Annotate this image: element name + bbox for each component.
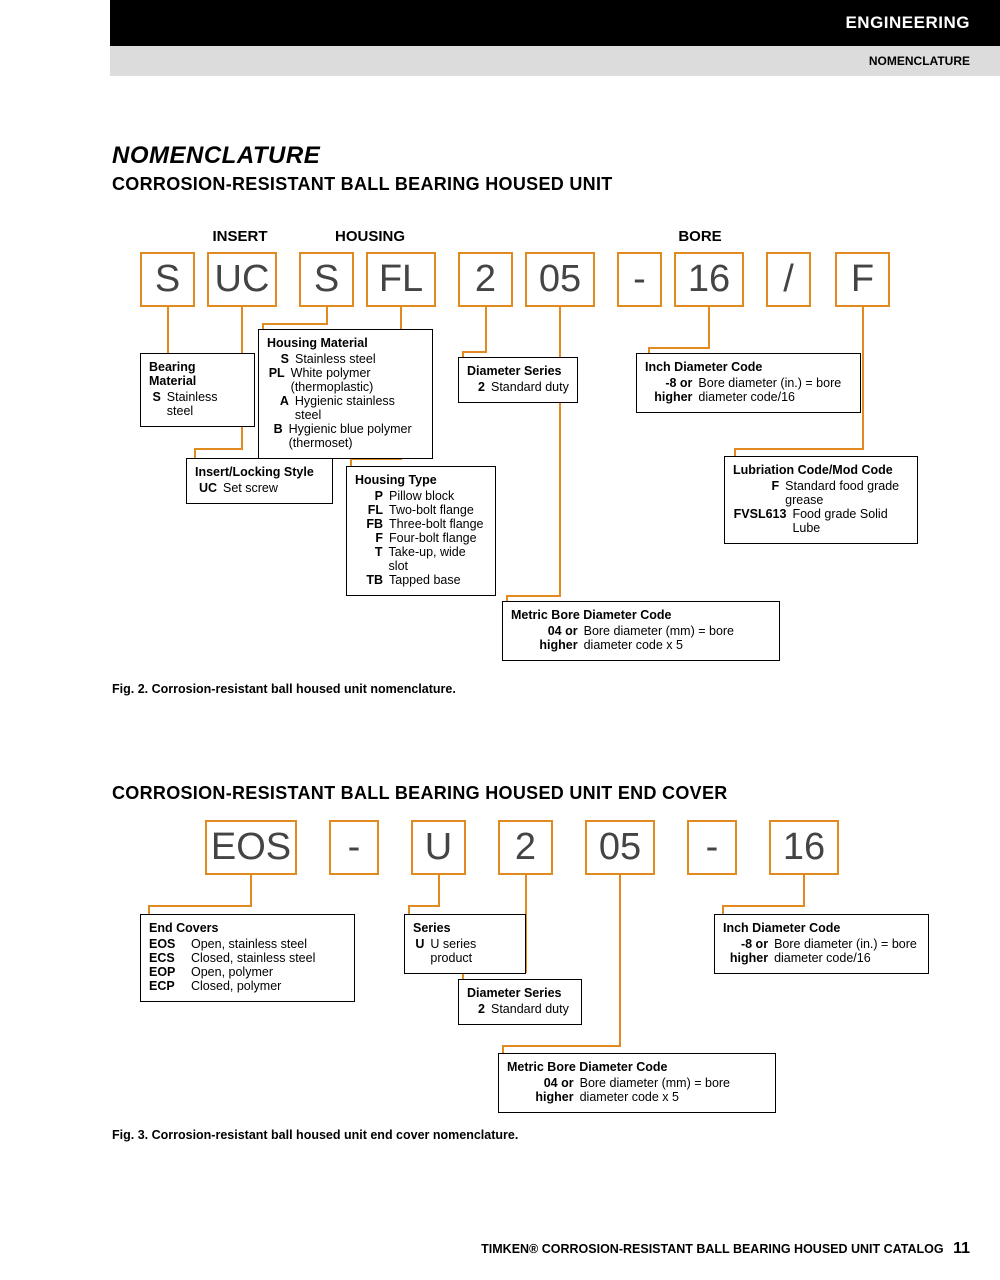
page-title: NOMENCLATURE bbox=[112, 142, 320, 170]
diagram2-caption: Fig. 3. Corrosion-resistant ball housed … bbox=[112, 1128, 518, 1142]
diagram1-caption: Fig. 2. Corrosion-resistant ball housed … bbox=[112, 682, 456, 696]
code-box: - bbox=[329, 820, 379, 875]
code-box: - bbox=[687, 820, 737, 875]
footer-text: TIMKEN® CORROSION-RESISTANT BALL BEARING… bbox=[481, 1242, 943, 1256]
code-box: FL bbox=[366, 252, 436, 307]
code-box: 05 bbox=[585, 820, 655, 875]
diagram1-subtitle: CORROSION-RESISTANT BALL BEARING HOUSED … bbox=[112, 174, 613, 195]
connector bbox=[734, 448, 864, 450]
connector bbox=[506, 595, 561, 597]
connector bbox=[194, 448, 243, 450]
connector bbox=[862, 307, 864, 448]
connector bbox=[194, 448, 196, 458]
code-box: 2 bbox=[458, 252, 513, 307]
connector bbox=[167, 307, 169, 353]
code-box: 16 bbox=[769, 820, 839, 875]
code-box: U bbox=[411, 820, 466, 875]
desc-title: Bearing Material bbox=[149, 360, 246, 388]
header-section: ENGINEERING bbox=[845, 13, 970, 33]
code-box: / bbox=[766, 252, 811, 307]
desc-diameter-series: Diameter Series 2Standard duty bbox=[458, 357, 578, 403]
code-box: UC bbox=[207, 252, 277, 307]
code-box: - bbox=[617, 252, 662, 307]
desc-title: Housing Material bbox=[267, 336, 424, 350]
code-box: 2 bbox=[498, 820, 553, 875]
desc-title: Metric Bore Diameter Code bbox=[511, 608, 771, 622]
code-box: S bbox=[140, 252, 195, 307]
code-box: F bbox=[835, 252, 890, 307]
desc-title: Metric Bore Diameter Code bbox=[507, 1060, 767, 1074]
desc-bearing-material: Bearing Material SStainless steel bbox=[140, 353, 255, 427]
connector bbox=[408, 905, 440, 907]
connector bbox=[648, 347, 710, 349]
desc-housing-material: Housing Material SStainless steel PLWhit… bbox=[258, 329, 433, 459]
connector bbox=[502, 1045, 621, 1047]
header-subsection-bar: NOMENCLATURE bbox=[110, 46, 1000, 76]
desc-lubrication: Lubriation Code/Mod Code FStandard food … bbox=[724, 456, 918, 544]
desc-title: Inch Diameter Code bbox=[645, 360, 852, 374]
header-subsection: NOMENCLATURE bbox=[869, 54, 970, 68]
connector bbox=[350, 458, 352, 466]
group-label-insert: INSERT bbox=[180, 228, 300, 245]
connector bbox=[708, 307, 710, 349]
diagram2-subtitle: CORROSION-RESISTANT BALL BEARING HOUSED … bbox=[112, 783, 728, 804]
group-label-bore: BORE bbox=[640, 228, 760, 245]
desc-title: End Covers bbox=[149, 921, 346, 935]
connector bbox=[485, 307, 487, 353]
code-box: 16 bbox=[674, 252, 744, 307]
desc-inch-diameter: Inch Diameter Code -8 or higherBore diam… bbox=[636, 353, 861, 413]
desc-title: Diameter Series bbox=[467, 364, 569, 378]
header-section-bar: ENGINEERING bbox=[110, 0, 1000, 46]
code-box: EOS bbox=[205, 820, 297, 875]
desc-title: Lubriation Code/Mod Code bbox=[733, 463, 909, 477]
connector bbox=[619, 875, 621, 1047]
desc-metric-bore: Metric Bore Diameter Code 04 or higherBo… bbox=[502, 601, 780, 661]
connector bbox=[438, 875, 440, 907]
desc-title: Inch Diameter Code bbox=[723, 921, 920, 935]
desc-diameter-series-2: Diameter Series 2Standard duty bbox=[458, 979, 582, 1025]
desc-housing-type: Housing Type PPillow block FLTwo-bolt fl… bbox=[346, 466, 496, 596]
connector bbox=[148, 905, 252, 907]
code-box: 05 bbox=[525, 252, 595, 307]
desc-title: Series bbox=[413, 921, 517, 935]
footer: TIMKEN® CORROSION-RESISTANT BALL BEARING… bbox=[481, 1240, 970, 1258]
connector bbox=[462, 351, 487, 353]
connector bbox=[250, 875, 252, 907]
desc-metric-bore-2: Metric Bore Diameter Code 04 or higherBo… bbox=[498, 1053, 776, 1113]
connector bbox=[502, 1045, 504, 1053]
desc-inch-diameter-2: Inch Diameter Code -8 or higherBore diam… bbox=[714, 914, 929, 974]
desc-insert-locking: Insert/Locking Style UCSet screw bbox=[186, 458, 333, 504]
connector bbox=[722, 905, 805, 907]
desc-title: Housing Type bbox=[355, 473, 487, 487]
group-label-housing: HOUSING bbox=[310, 228, 430, 245]
connector bbox=[262, 323, 328, 325]
desc-end-covers: End Covers EOSOpen, stainless steel ECSC… bbox=[140, 914, 355, 1002]
desc-title: Diameter Series bbox=[467, 986, 573, 1000]
connector bbox=[559, 307, 561, 597]
desc-series: Series UU series product bbox=[404, 914, 526, 974]
connector bbox=[803, 875, 805, 907]
code-box: S bbox=[299, 252, 354, 307]
desc-title: Insert/Locking Style bbox=[195, 465, 324, 479]
footer-page: 11 bbox=[953, 1240, 970, 1257]
